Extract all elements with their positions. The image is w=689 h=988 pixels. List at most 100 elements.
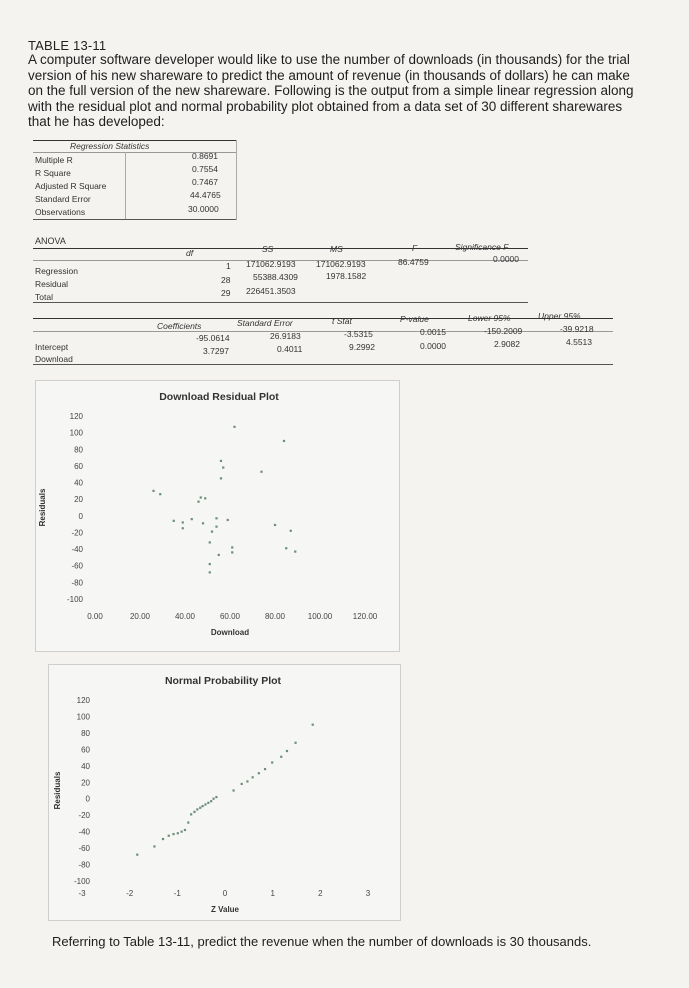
residual-y-tick-label: 0 xyxy=(79,512,84,521)
normal-probability-y-tick-label: 20 xyxy=(81,778,90,787)
question-text: Referring to Table 13-11, predict the re… xyxy=(52,934,592,949)
normal-probability-data-point xyxy=(180,830,183,833)
residual-data-point xyxy=(273,523,277,527)
residual-x-tick-label: 60.00 xyxy=(220,612,241,621)
residual-data-point xyxy=(285,547,288,550)
normal-probability-data-point xyxy=(257,772,260,775)
anova-df-total: 29 xyxy=(221,288,231,298)
anova-df-regression: 1 xyxy=(226,261,231,271)
anova-ss-total: 226451.3503 xyxy=(246,286,296,296)
normal-probability-plot-frame xyxy=(48,664,401,921)
residual-y-tick-label: 120 xyxy=(70,412,84,421)
residual-x-axis-label: Download xyxy=(211,628,249,637)
residual-y-tick-label: 40 xyxy=(74,479,83,488)
table-title: TABLE 13-11 xyxy=(28,38,107,53)
normal-probability-data-point xyxy=(204,803,207,806)
anova-col-ss: SS xyxy=(262,244,274,254)
residual-plot: Download Residual Plot 120 100 80 60 40 20 0 -20… xyxy=(38,391,378,637)
residual-y-tick-label: -100 xyxy=(67,595,84,604)
residual-plot-frame xyxy=(35,380,400,652)
residual-x-tick-label: 0.00 xyxy=(87,612,103,621)
normal-probability-data-point xyxy=(251,776,254,779)
residual-y-tick-label: 80 xyxy=(74,445,83,454)
anova-col-ms: MS xyxy=(330,244,343,254)
residual-data-point xyxy=(219,459,223,463)
residual-x-tick-label: 20.00 xyxy=(130,612,151,621)
residual-data-point xyxy=(208,562,211,566)
normal-probability-y-tick-label: 80 xyxy=(81,729,90,738)
normal-probability-data-point xyxy=(210,800,213,803)
coef-download-standard-error: 0.4011 xyxy=(277,344,303,354)
normal-probability-y-tick-label: -100 xyxy=(74,877,91,886)
normal-probability-data-point xyxy=(240,782,243,786)
normal-probability-x-tick-label: 1 xyxy=(270,889,275,898)
coef-download-t-stat: 9.2992 xyxy=(349,342,375,352)
normal-probability-data-point xyxy=(212,797,215,800)
normal-probability-title: Normal Probability Plot xyxy=(165,675,282,687)
residual-data-point xyxy=(294,550,297,553)
anova-label-residual: Residual xyxy=(35,279,69,289)
residual-data-point xyxy=(172,519,175,522)
residual-data-point xyxy=(215,517,218,520)
normal-probability-y-tick-label: 100 xyxy=(77,712,91,721)
anova-ss-regression: 171062.9193 xyxy=(246,259,296,269)
coef-download-coefficient: 3.7297 xyxy=(203,346,229,356)
anova-ms-regression: 171062.9193 xyxy=(316,259,366,269)
residual-y-tick-label: -40 xyxy=(71,545,83,554)
residual-data-point xyxy=(282,439,286,443)
normal-probability-data-point xyxy=(172,833,175,836)
residual-data-point xyxy=(217,553,220,557)
anova-ss-residual: 55388.4309 xyxy=(253,272,298,282)
normal-probability-y-tick-label: 60 xyxy=(81,745,90,754)
residual-data-point xyxy=(231,546,234,549)
stat-label-observations: Observations xyxy=(35,207,86,217)
normal-probability-y-axis-label: Residuals xyxy=(53,771,62,809)
residual-y-tick-label: -60 xyxy=(71,562,83,571)
normal-probability-data-point xyxy=(232,789,235,792)
anova-label-total: Total xyxy=(35,292,53,302)
normal-probability-data-point xyxy=(280,755,283,758)
normal-probability-data-point xyxy=(153,845,156,848)
normal-probability-data-point xyxy=(207,801,210,804)
anova-label-regression: Regression xyxy=(35,266,78,276)
normal-probability-y-tick-label: -80 xyxy=(78,861,90,870)
residual-title: Download Residual Plot xyxy=(159,391,279,403)
residual-x-tick-label: 100.00 xyxy=(308,612,333,621)
anova-heading: ANOVA xyxy=(35,236,66,246)
residual-y-tick-label: -80 xyxy=(71,578,83,587)
normal-probability-x-axis-label: Z Value xyxy=(211,905,240,914)
normal-probability-data-point xyxy=(199,806,202,809)
normal-probability-data-point xyxy=(176,832,179,835)
coef-col-lower-95: Lower 95% xyxy=(468,313,511,323)
normal-probability-x-tick-label: 2 xyxy=(318,889,323,898)
normal-probability-x-tick-label: -3 xyxy=(78,889,86,898)
residual-data-point xyxy=(190,518,193,521)
normal-probability-y-tick-label: -40 xyxy=(78,828,90,837)
coef-label-intercept: Intercept xyxy=(35,342,69,352)
residual-x-tick-label: 40.00 xyxy=(175,612,196,621)
normal-probability-data-point xyxy=(167,834,170,837)
normal-probability-y-tick-label: -60 xyxy=(78,844,90,853)
normal-probability-x-tick-label: -2 xyxy=(126,889,134,898)
coef-col-t-stat: t Stat xyxy=(332,316,352,326)
coef-col-standard-error: Standard Error xyxy=(237,318,293,328)
residual-data-point xyxy=(215,525,218,528)
residual-data-point xyxy=(226,518,229,522)
coef-download-p-value: 0.0000 xyxy=(420,341,446,351)
residual-data-point xyxy=(181,521,184,524)
residual-data-point xyxy=(260,470,263,473)
residual-data-point xyxy=(222,466,225,469)
stat-label-r-square: R Square xyxy=(35,168,71,178)
normal-probability-data-point xyxy=(187,821,190,824)
normal-probability-data-point xyxy=(193,810,196,813)
anova-col-f: F xyxy=(412,243,418,253)
residual-data-point xyxy=(208,541,211,544)
anova-ms-residual: 1978.1582 xyxy=(326,271,367,281)
stat-value-r-square: 0.7554 xyxy=(192,164,218,174)
normal-probability-data-point xyxy=(190,813,193,816)
coef-col-p-value: P-value xyxy=(400,314,429,324)
normal-probability-data-point xyxy=(215,795,218,799)
coef-intercept-p-value: 0.0015 xyxy=(420,327,446,337)
coef-col-coefficients: Coefficients xyxy=(157,321,202,331)
residual-data-point xyxy=(201,522,205,525)
